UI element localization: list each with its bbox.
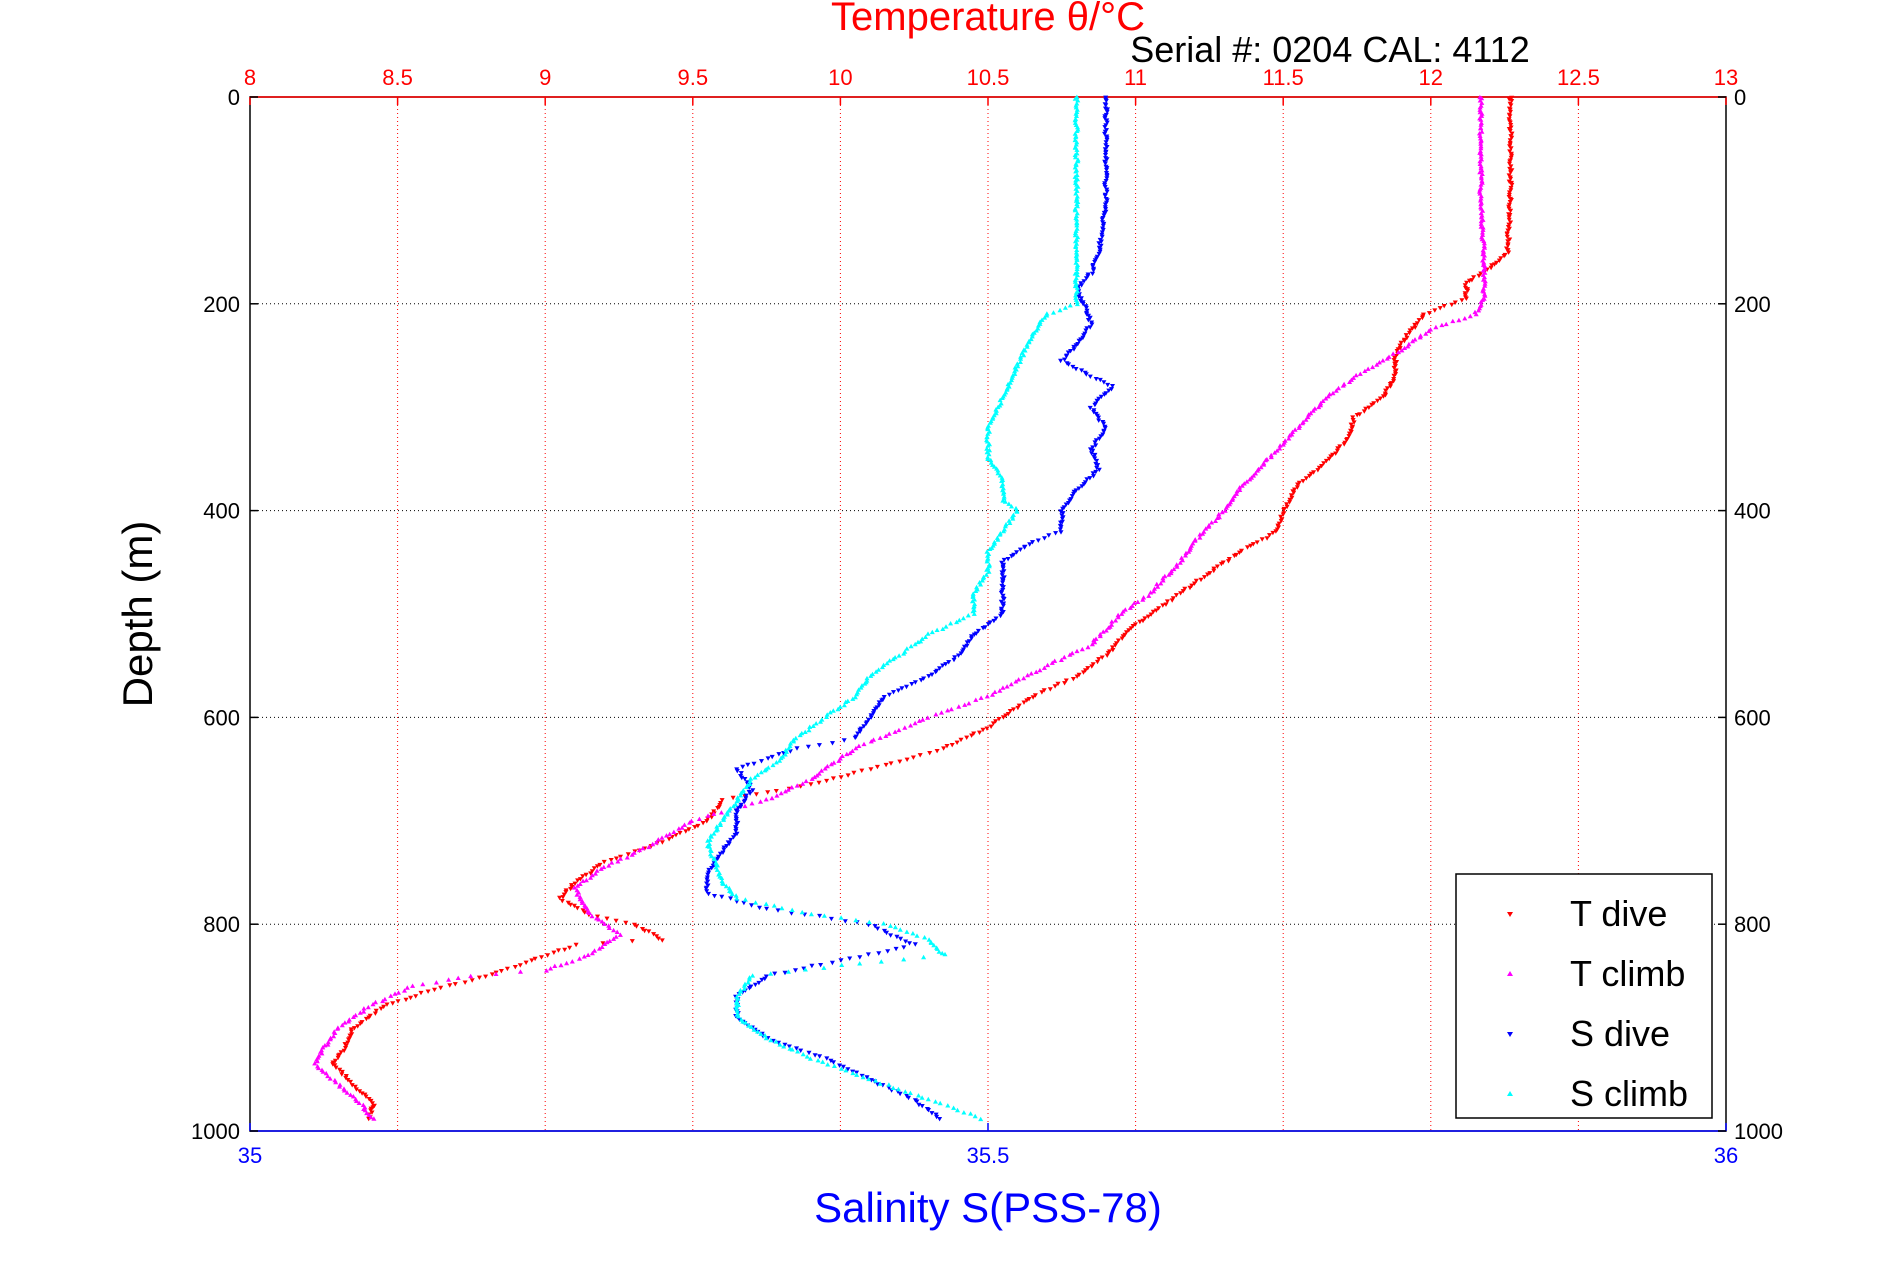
legend-marker <box>1507 1091 1513 1096</box>
temp-tick-label: 10.5 <box>967 65 1010 90</box>
series-t-dive <box>330 95 1515 1122</box>
temp-tick-label: 10 <box>828 65 852 90</box>
serial-cal-label: Serial #: 0204 CAL: 4112 <box>1130 29 1530 70</box>
legend-label: T climb <box>1570 953 1685 994</box>
series-markers <box>312 94 1488 1121</box>
temp-tick-label: 11.5 <box>1263 65 1304 90</box>
temp-tick-label: 8.5 <box>382 65 413 90</box>
series-s-climb <box>705 94 1081 1122</box>
depth-axis-ticks-right: 0 200 400 600 800 1000 <box>1718 85 1783 1144</box>
data-series <box>312 94 1515 1122</box>
depth-axis-ticks-left: 0 200 400 600 800 1000 <box>191 85 258 1144</box>
depth-tick-label-right: 200 <box>1734 292 1771 317</box>
legend-label: T dive <box>1570 893 1667 934</box>
depth-tick-label-right: 400 <box>1734 499 1771 524</box>
series-t-climb <box>312 94 1488 1121</box>
legend-marker <box>1507 971 1513 976</box>
sal-tick-label: 35.5 <box>967 1143 1010 1168</box>
sal-tick-label: 35 <box>238 1143 262 1168</box>
depth-tick-label-left: 0 <box>228 85 240 110</box>
salinity-axis-ticks: 35 35.5 36 <box>238 1123 1738 1168</box>
depth-tick-label-left: 600 <box>203 705 240 730</box>
depth-tick-label-right: 800 <box>1734 912 1771 937</box>
temp-tick-label: 8 <box>244 65 256 90</box>
legend-box <box>1455 873 1713 1119</box>
legend: T dive T climb S dive S climb <box>1455 873 1713 1119</box>
sal-tick-label: 36 <box>1714 1143 1738 1168</box>
depth-tick-label-left: 200 <box>203 292 240 317</box>
depth-axis-title: Depth (m) <box>114 521 161 708</box>
legend-marker <box>1507 1032 1513 1037</box>
depth-tick-label-right: 1000 <box>1734 1119 1783 1144</box>
depth-tick-label-left: 400 <box>203 499 240 524</box>
series-markers <box>705 94 1081 1122</box>
temp-tick-label: 11 <box>1124 65 1147 90</box>
depth-tick-label-left: 1000 <box>191 1119 240 1144</box>
temp-tick-label: 9.5 <box>678 65 709 90</box>
series-markers <box>330 95 1515 1122</box>
temperature-axis-ticks: 8 8.5 9 9.5 10 10.5 11 11.5 12 12.5 13 <box>244 65 1738 105</box>
depth-tick-label-left: 800 <box>203 912 240 937</box>
legend-label: S dive <box>1570 1013 1670 1054</box>
temp-tick-label: 12.5 <box>1557 65 1600 90</box>
depth-tick-label-right: 600 <box>1734 705 1771 730</box>
legend-label: S climb <box>1570 1073 1688 1114</box>
salinity-axis-title: Salinity S(PSS-78) <box>814 1184 1162 1231</box>
temp-tick-label: 9 <box>539 65 551 90</box>
temp-tick-label: 13 <box>1714 65 1738 90</box>
legend-marker <box>1507 912 1513 917</box>
depth-tick-label-right: 0 <box>1734 85 1746 110</box>
temp-tick-label: 12 <box>1419 65 1443 90</box>
temperature-axis-title: Temperature θ/°C <box>831 0 1145 39</box>
